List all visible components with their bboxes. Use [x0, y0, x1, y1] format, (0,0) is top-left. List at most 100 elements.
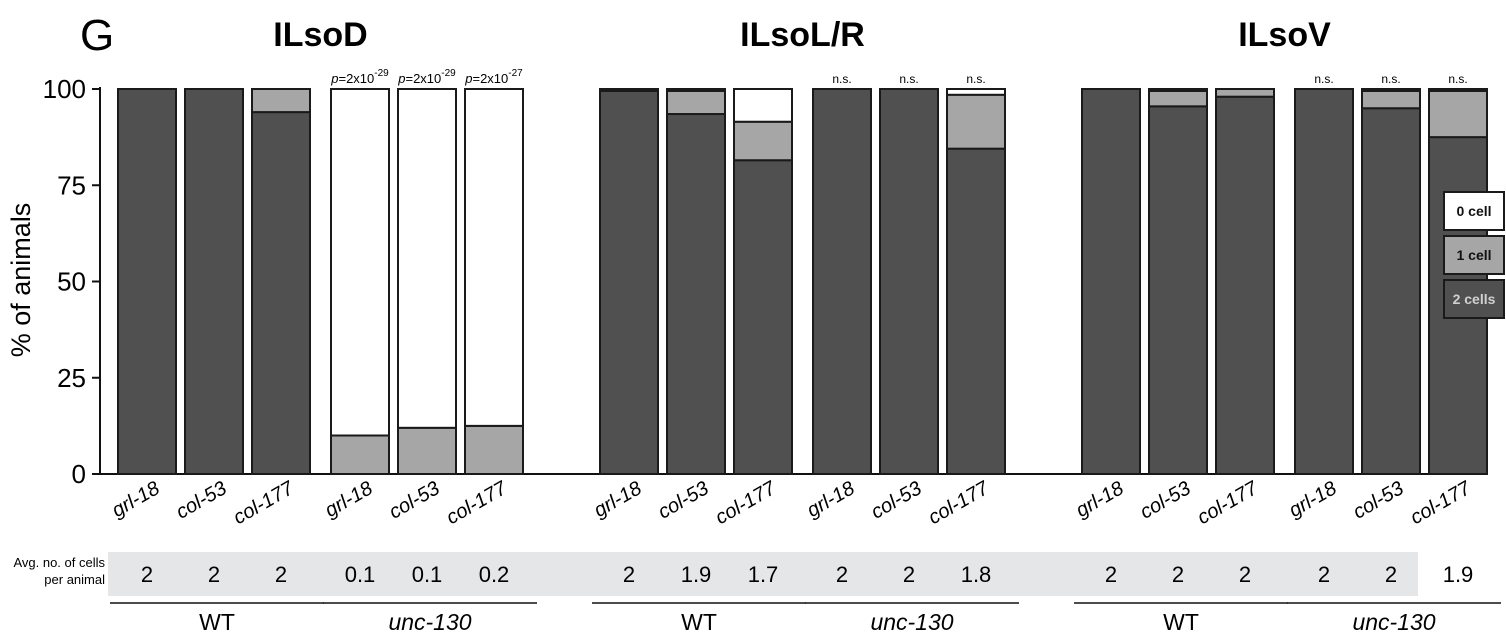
bar-segment-2-cells — [1082, 89, 1140, 474]
avg-value: 1.8 — [961, 562, 992, 587]
significance-label: p=2x10-29 — [330, 68, 389, 86]
avg-value: 2 — [623, 562, 635, 587]
avg-value: 2 — [903, 562, 915, 587]
avg-value: 1.7 — [748, 562, 779, 587]
y-tick-label: 0 — [72, 459, 86, 489]
avg-value: 1.9 — [1443, 562, 1474, 587]
panel-label: G — [80, 11, 114, 60]
genotype-label: unc-130 — [1352, 609, 1435, 635]
significance-label: p=2x10-29 — [397, 68, 456, 86]
avg-value: 2 — [1105, 562, 1117, 587]
bar-segment-2-cells — [1295, 89, 1353, 474]
x-tick-label: grl-18 — [1072, 477, 1127, 522]
bar-segment-2-cells — [1216, 97, 1274, 474]
legend-label: 1 cell — [1456, 247, 1491, 263]
avg-value: 2 — [1172, 562, 1184, 587]
bar-segment-0-cell — [1362, 89, 1420, 91]
bar-segment-1-cell — [1216, 89, 1274, 97]
y-tick-label: 50 — [57, 267, 86, 297]
avg-value: 2 — [836, 562, 848, 587]
bar-segment-2-cells — [185, 89, 243, 474]
bar-segment-0-cell — [1149, 89, 1207, 91]
avg-value: 0.1 — [412, 562, 443, 587]
significance-label: n.s. — [1314, 72, 1333, 86]
x-tick-label: col-177 — [925, 477, 994, 529]
x-tick-label: col-177 — [443, 477, 512, 529]
bar-segment-2-cells — [252, 112, 310, 474]
bar-segment-1-cell — [398, 428, 456, 474]
x-tick-label: col-177 — [712, 477, 781, 529]
genotype-label: unc-130 — [870, 609, 953, 635]
x-tick-label: grl-18 — [803, 477, 858, 522]
bar-segment-0-cell — [667, 89, 725, 91]
avg-cells-label-line2: per animal — [44, 572, 105, 587]
group-title: ILsoD — [273, 16, 367, 54]
x-tick-label: col-53 — [867, 477, 925, 523]
bar-segment-2-cells — [1362, 108, 1420, 474]
avg-value: 2 — [208, 562, 220, 587]
avg-cells-label-line1: Avg. no. of cells — [13, 555, 105, 570]
x-tick-label: col-53 — [385, 477, 443, 523]
x-tick-label: col-53 — [654, 477, 712, 523]
significance-label: n.s. — [966, 72, 985, 86]
y-tick-label: 75 — [57, 170, 86, 200]
bar-segment-0-cell — [398, 89, 456, 428]
avg-value: 2 — [275, 562, 287, 587]
x-tick-label: grl-18 — [108, 477, 163, 522]
bar-segment-1-cell — [1149, 91, 1207, 106]
significance-label: p=2x10-27 — [464, 68, 523, 86]
x-tick-label: grl-18 — [590, 477, 645, 522]
significance-label: n.s. — [1381, 72, 1400, 86]
bar-segment-0-cell — [600, 89, 658, 91]
bar-segment-2-cells — [118, 89, 176, 474]
y-tick-label: 25 — [57, 363, 86, 393]
x-tick-label: grl-18 — [321, 477, 376, 522]
bar-segment-0-cell — [331, 89, 389, 436]
avg-value: 2 — [1318, 562, 1330, 587]
bar-segment-1-cell — [1429, 91, 1487, 137]
bar-segment-1-cell — [252, 89, 310, 112]
bar-segment-1-cell — [1362, 91, 1420, 108]
bar-segment-0-cell — [465, 89, 523, 426]
plot-area: 0 25 50 75 100 grl-18 2 col-53 2 col-177 2 grl-18 p=… — [43, 16, 1501, 635]
bar-segment-2-cells — [813, 89, 871, 474]
bar-segment-2-cells — [1149, 106, 1207, 474]
bar-segment-1-cell — [331, 436, 389, 475]
genotype-label: WT — [681, 609, 717, 635]
y-axis-label: % of animals — [6, 203, 36, 358]
avg-value: 2 — [1385, 562, 1397, 587]
avg-value: 2 — [141, 562, 153, 587]
bar-segment-1-cell — [465, 426, 523, 474]
bar-segment-1-cell — [734, 122, 792, 161]
significance-label: n.s. — [1448, 72, 1467, 86]
genotype-label: WT — [199, 609, 235, 635]
genotype-label: WT — [1163, 609, 1199, 635]
legend-label: 0 cell — [1456, 203, 1491, 219]
x-tick-label: col-53 — [172, 477, 230, 523]
x-tick-label: col-177 — [1407, 477, 1476, 529]
avg-value: 0.1 — [345, 562, 376, 587]
bar-segment-2-cells — [667, 114, 725, 474]
avg-value: 0.2 — [479, 562, 510, 587]
avg-value: 1.9 — [681, 562, 712, 587]
legend-label: 2 cells — [1453, 291, 1496, 307]
legend: 0 cell 1 cell 2 cells — [1444, 192, 1504, 318]
bar-segment-2-cells — [880, 89, 938, 474]
bar-segment-2-cells — [947, 149, 1005, 474]
bar-segment-2-cells — [600, 91, 658, 474]
avg-value: 2 — [1239, 562, 1251, 587]
genotype-label: unc-130 — [388, 609, 471, 635]
bar-segment-0-cell — [734, 89, 792, 122]
bar-segment-0-cell — [947, 89, 1005, 95]
significance-label: n.s. — [899, 72, 918, 86]
bar-segment-2-cells — [734, 160, 792, 474]
x-tick-label: grl-18 — [1285, 477, 1340, 522]
bar-segment-1-cell — [947, 95, 1005, 149]
significance-label: n.s. — [832, 72, 851, 86]
x-tick-label: col-177 — [230, 477, 299, 529]
bar-segment-1-cell — [667, 91, 725, 114]
group-title: ILsoV — [1238, 16, 1331, 54]
group-title: ILsoL/R — [740, 16, 865, 54]
x-tick-label: col-53 — [1136, 477, 1194, 523]
